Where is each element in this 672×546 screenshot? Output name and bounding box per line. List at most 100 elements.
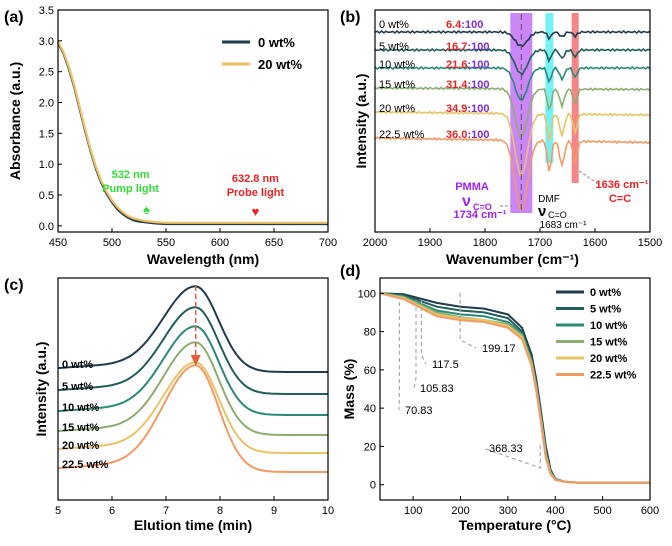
x-axis-label: Wavelength (nm): [147, 251, 259, 267]
spectrum-4: [374, 110, 651, 178]
y-tick-label: 0.0: [39, 221, 54, 233]
legend-label: 22.5 wt%: [590, 370, 637, 382]
series-label: 20 wt%: [62, 440, 100, 452]
ratio-suffix: :100: [467, 79, 489, 91]
ratio-label: 6.4:100: [446, 19, 483, 31]
series-label: 20 wt%: [379, 103, 415, 115]
y-tick-label: 2.5: [39, 67, 54, 79]
y-tick-label: 0.5: [39, 190, 54, 202]
ratio-label: 16.7:100: [446, 41, 489, 53]
elution-curve-1: [57, 306, 328, 395]
cc-leader: [577, 169, 599, 185]
probe-annotation-label: Probe light: [227, 187, 285, 199]
x-tick-label: 6: [109, 505, 115, 517]
legend-label: 10 wt%: [590, 320, 628, 332]
series-label: 22.5 wt%: [379, 129, 424, 141]
legend-label: 0 wt%: [258, 35, 295, 50]
x-tick-label: 1600: [583, 237, 607, 249]
x-tick-label: 10: [322, 505, 334, 517]
y-axis-label: Mass (%): [341, 359, 357, 420]
x-tick-label: 200: [451, 505, 469, 517]
y-tick-label: 3.5: [39, 5, 54, 17]
temperature-annotation: 368.33: [489, 443, 523, 455]
x-tick-label: 2000: [363, 237, 387, 249]
x-tick-label: 8: [217, 505, 223, 517]
legend-label: 20 wt%: [258, 57, 303, 72]
y-axis-label: Intensity (a.u.): [353, 74, 369, 169]
x-tick-label: 1900: [418, 237, 442, 249]
ratio-value: 21.6: [446, 59, 467, 71]
temperature-annotation: 105.83: [420, 383, 454, 395]
spectrum-3: [374, 86, 651, 138]
spectrum-5: [374, 136, 651, 211]
spade-icon: ♠: [143, 202, 150, 217]
panel-label: (a): [4, 9, 24, 26]
x-tick-label: 550: [157, 237, 175, 249]
series-label: 5 wt%: [62, 381, 93, 393]
series-label: 10 wt%: [62, 402, 100, 414]
panel-label: (d): [340, 263, 360, 280]
x-axis-label: Elution time (min): [134, 517, 252, 533]
x-tick-label: 9: [271, 505, 277, 517]
legend-label: 15 wt%: [590, 337, 628, 349]
x-tick-label: 500: [593, 505, 611, 517]
series-label: 22.5 wt%: [62, 459, 109, 471]
plot-frame: [57, 277, 329, 501]
band-1: [545, 13, 554, 163]
ratio-value: 34.9: [446, 103, 467, 115]
x-tick-label: 5: [55, 505, 61, 517]
temperature-annotation: 199.17: [482, 343, 516, 355]
x-tick-label: 300: [499, 505, 517, 517]
x-tick-label: 1500: [638, 237, 662, 249]
ratio-value: 6.4: [446, 19, 462, 31]
band-0: [510, 13, 533, 213]
band-2: [571, 13, 579, 183]
pump-annotation-label: Pump light: [102, 183, 159, 195]
dmf-bond: C=O: [548, 210, 567, 220]
y-axis-label: Intensity (a.u.): [33, 342, 49, 437]
x-tick-label: 700: [319, 237, 337, 249]
annotation-leader: [459, 293, 477, 349]
series-line-1: [57, 40, 328, 224]
elution-curve-5: [57, 364, 328, 473]
x-tick-label: 100: [404, 505, 422, 517]
series-label: 10 wt%: [379, 59, 415, 71]
legend-label: 5 wt%: [590, 304, 621, 316]
ratio-suffix: :100: [461, 19, 483, 31]
y-tick-label: 1.5: [39, 128, 54, 140]
y-tick-label: 2.0: [39, 98, 54, 110]
probe-annotation-wavelength: 632.8 nm: [232, 173, 279, 185]
annotation-leader: [482, 445, 541, 469]
y-tick-label: 100: [358, 288, 376, 300]
x-tick-label: 1700: [528, 237, 552, 249]
series-label: 0 wt%: [379, 19, 409, 31]
y-tick-label: 1.0: [39, 159, 54, 171]
x-axis-label: Wavenumber (cm⁻¹): [446, 251, 579, 267]
spectrum-1: [374, 47, 651, 76]
elution-curve-3: [57, 341, 328, 436]
dmf-nu: ν: [538, 203, 546, 220]
spectrum-2: [374, 65, 651, 101]
y-tick-label: 3.0: [39, 36, 54, 48]
ratio-label: 36.0:100: [446, 129, 489, 141]
ratio-value: 31.4: [446, 79, 468, 91]
x-tick-label: 400: [546, 505, 564, 517]
panel-a: (a) 450 500 550 600 650 700 0.0 0.5 1.0 1.5 2.0 2.5 3…: [4, 5, 337, 267]
tga-curve-5: [379, 292, 650, 484]
legend-label: 0 wt%: [590, 287, 621, 299]
plot-frame: [57, 9, 329, 233]
heart-icon: ♥: [252, 204, 260, 219]
x-tick-label: 450: [49, 237, 67, 249]
arrow-down-icon: [190, 355, 201, 366]
ratio-suffix: :100: [467, 103, 489, 115]
x-tick-label: 7: [163, 505, 169, 517]
x-axis-label: Temperature (°C): [459, 517, 572, 533]
x-tick-label: 650: [265, 237, 283, 249]
ratio-label: 34.9:100: [446, 103, 489, 115]
cc-wavenumber: 1636 cm⁻¹: [596, 179, 649, 191]
temperature-annotation: 70.83: [405, 405, 433, 417]
legend-label: 20 wt%: [590, 353, 628, 365]
y-tick-label: 20: [364, 441, 376, 453]
plot-frame: [379, 277, 651, 501]
